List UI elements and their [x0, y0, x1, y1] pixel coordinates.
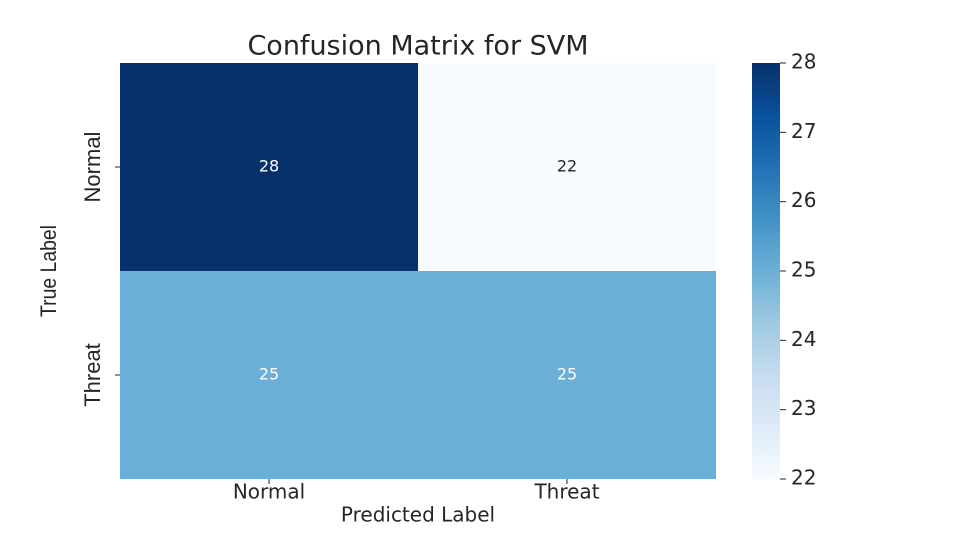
- y-tick-label: Normal: [80, 132, 105, 203]
- colorbar: [752, 63, 780, 479]
- colorbar-tick-label: 28: [791, 50, 816, 74]
- heatmap-cell: [120, 271, 418, 479]
- colorbar-tick-label: 23: [791, 396, 816, 420]
- x-tick-label: Threat: [533, 480, 599, 504]
- colorbar-tick-label: 25: [791, 258, 816, 282]
- heatmap-cell: [418, 271, 716, 479]
- colorbar-tick-label: 26: [791, 188, 816, 212]
- chart-title: Confusion Matrix for SVM: [247, 31, 588, 62]
- cell-label: 28: [259, 157, 279, 176]
- cell-label: 25: [557, 365, 577, 384]
- x-tick-label: Normal: [233, 480, 305, 504]
- y-tick-label: Threat: [80, 343, 105, 407]
- y-axis-label: True Label: [36, 225, 61, 317]
- colorbar-tick-label: 24: [791, 327, 816, 351]
- x-axis-label: Predicted Label: [341, 503, 495, 527]
- heatmap-cell: [418, 63, 716, 271]
- cell-label: 22: [557, 157, 577, 176]
- heatmap-cell: [120, 63, 418, 271]
- cell-label: 25: [259, 365, 279, 384]
- colorbar-tick-label: 22: [791, 466, 816, 490]
- colorbar-tick-label: 27: [791, 119, 816, 143]
